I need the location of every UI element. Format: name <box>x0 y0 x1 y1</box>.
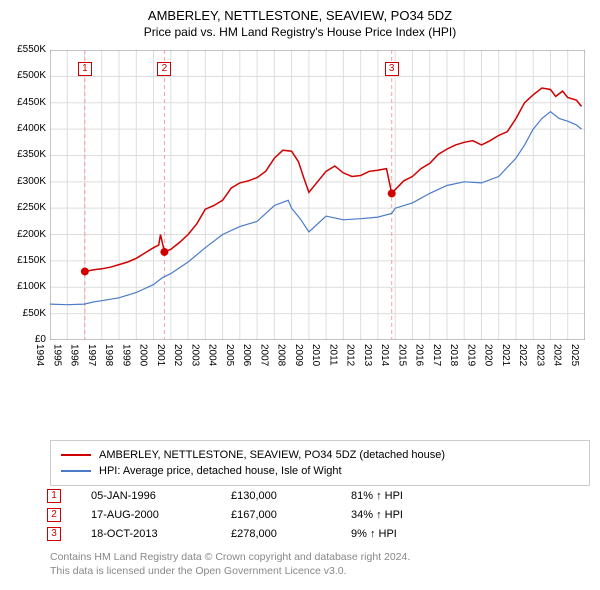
chart-title-main: AMBERLEY, NETTLESTONE, SEAVIEW, PO34 5DZ <box>0 8 600 23</box>
sale-row-hpi: 9% ↑ HPI <box>351 528 471 540</box>
attribution-line2: This data is licensed under the Open Gov… <box>50 564 590 578</box>
sale-row-index: 3 <box>47 527 61 541</box>
y-tick-label: £300K <box>1 176 46 187</box>
sale-row-date: 17-AUG-2000 <box>91 509 231 521</box>
attribution: Contains HM Land Registry data © Crown c… <box>50 550 590 578</box>
legend-label: AMBERLEY, NETTLESTONE, SEAVIEW, PO34 5DZ… <box>99 449 445 461</box>
line-chart <box>50 50 585 340</box>
legend-row: HPI: Average price, detached house, Isle… <box>61 463 579 479</box>
legend-row: AMBERLEY, NETTLESTONE, SEAVIEW, PO34 5DZ… <box>61 447 579 463</box>
sales-table: 1 05-JAN-1996£130,00081% ↑ HPI 2 17-AUG-200… <box>47 486 587 543</box>
y-tick-label: £550K <box>1 44 46 55</box>
sale-row-date: 05-JAN-1996 <box>91 490 231 502</box>
y-tick-label: £50K <box>1 308 46 319</box>
sale-row-hpi: 81% ↑ HPI <box>351 490 471 502</box>
sale-row-price: £130,000 <box>231 490 351 502</box>
y-tick-label: £150K <box>1 255 46 266</box>
sale-row-price: £278,000 <box>231 528 351 540</box>
y-tick-label: £250K <box>1 202 46 213</box>
y-tick-label: £100K <box>1 281 46 292</box>
sale-row: 2 17-AUG-2000£167,00034% ↑ HPI <box>47 505 587 524</box>
attribution-line1: Contains HM Land Registry data © Crown c… <box>50 550 590 564</box>
sale-row-price: £167,000 <box>231 509 351 521</box>
y-tick-label: £500K <box>1 70 46 81</box>
sale-row: 3 18-OCT-2013£278,0009% ↑ HPI <box>47 524 587 543</box>
sale-marker-index: 1 <box>78 62 92 76</box>
y-tick-label: £350K <box>1 149 46 160</box>
sale-row-index: 1 <box>47 489 61 503</box>
y-tick-label: £450K <box>1 97 46 108</box>
sale-marker-index: 2 <box>157 62 171 76</box>
legend: AMBERLEY, NETTLESTONE, SEAVIEW, PO34 5DZ… <box>50 440 590 486</box>
chart-container: AMBERLEY, NETTLESTONE, SEAVIEW, PO34 5DZ… <box>0 0 600 590</box>
sale-row-index: 2 <box>47 508 61 522</box>
legend-swatch <box>61 470 91 472</box>
sale-row-date: 18-OCT-2013 <box>91 528 231 540</box>
chart-title-sub: Price paid vs. HM Land Registry's House … <box>0 25 600 39</box>
legend-label: HPI: Average price, detached house, Isle… <box>99 465 342 477</box>
sale-marker-index: 3 <box>385 62 399 76</box>
sale-row-hpi: 34% ↑ HPI <box>351 509 471 521</box>
legend-swatch <box>61 454 91 456</box>
y-tick-label: £200K <box>1 229 46 240</box>
sale-row: 1 05-JAN-1996£130,00081% ↑ HPI <box>47 486 587 505</box>
y-tick-label: £400K <box>1 123 46 134</box>
title-block: AMBERLEY, NETTLESTONE, SEAVIEW, PO34 5DZ… <box>0 0 600 43</box>
